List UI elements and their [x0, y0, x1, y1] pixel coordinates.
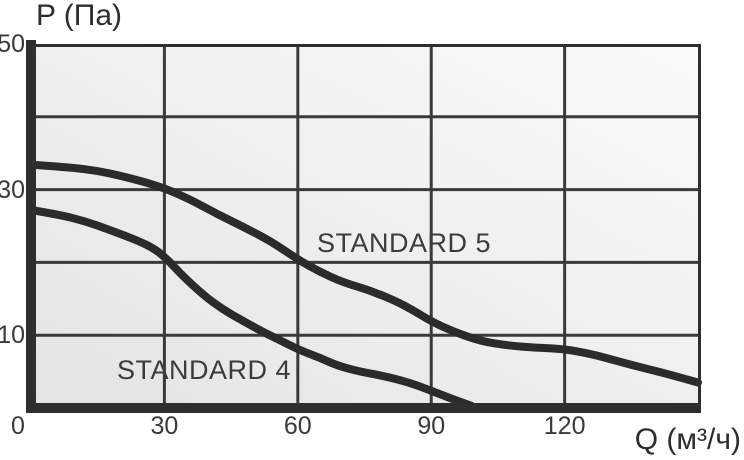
y-tick-label-10: 10	[0, 321, 25, 350]
curve-standard-5	[27, 160, 702, 387]
x-tick-label-60: 60	[283, 412, 312, 440]
x-axis-title: Q (м³/ч)	[634, 423, 741, 456]
x-tick-label-30: 30	[150, 412, 179, 440]
y-tick-label-50: 50	[0, 30, 25, 58]
x-tick-label-0: 0	[11, 412, 25, 440]
y-axis-bar	[26, 40, 36, 413]
x-tick-label-120: 120	[543, 412, 586, 440]
curve-label-standard-4: STANDARD 4	[117, 355, 292, 385]
curve-standard-4	[27, 206, 476, 410]
curve-label-standard-5: STANDARD 5	[317, 228, 492, 258]
y-axis-title: P (Па)	[36, 0, 123, 32]
plot-background	[36, 44, 701, 403]
x-tick-label-90: 90	[417, 412, 446, 440]
x-axis-bar	[26, 403, 701, 413]
y-tick-label-30: 30	[0, 175, 25, 204]
